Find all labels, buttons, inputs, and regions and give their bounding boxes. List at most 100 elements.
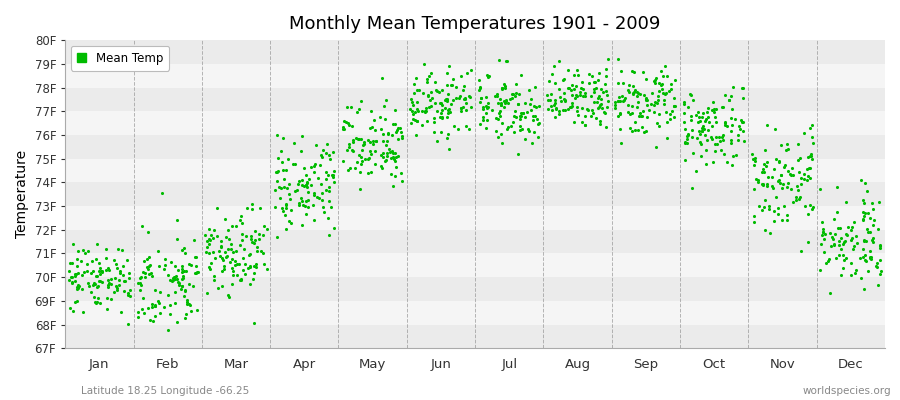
Point [735, 85, 750, 92]
Point [190, 306, 204, 313]
Point [497, 98, 511, 104]
Point [844, 234, 859, 241]
Point [310, 193, 324, 200]
Point [654, 81, 669, 88]
Point [853, 255, 868, 261]
Point [699, 147, 714, 154]
Point [70, 256, 85, 262]
Point [310, 142, 324, 149]
Point [245, 238, 259, 245]
Point [861, 209, 876, 216]
Point [421, 91, 436, 98]
Point [474, 94, 489, 101]
Point [581, 107, 596, 113]
Point [418, 108, 432, 115]
Point [276, 183, 291, 190]
Point [762, 205, 777, 212]
Point [167, 262, 182, 269]
Point [76, 247, 91, 253]
Point [130, 309, 145, 315]
Point [801, 172, 815, 179]
Point [438, 97, 453, 104]
Point [379, 156, 393, 163]
Point [230, 272, 244, 278]
Point [383, 148, 398, 155]
Point [268, 169, 283, 176]
Point [718, 122, 733, 128]
Point [597, 109, 611, 115]
Point [587, 99, 601, 106]
Point [304, 182, 319, 188]
Point [432, 88, 446, 95]
Point [680, 130, 695, 137]
Point [650, 100, 664, 106]
Point [611, 80, 625, 86]
Point [418, 105, 433, 111]
Point [813, 266, 827, 273]
Point [760, 182, 774, 189]
Point [816, 228, 831, 235]
Point [781, 180, 796, 186]
Point [435, 87, 449, 94]
Point [430, 108, 445, 114]
Point [356, 147, 370, 154]
Point [857, 212, 871, 219]
Point [351, 136, 365, 142]
Point [138, 274, 152, 280]
Point [498, 100, 512, 106]
Point [164, 258, 178, 265]
Point [645, 89, 660, 96]
Point [523, 95, 537, 102]
Point [386, 154, 400, 160]
Point [259, 226, 274, 232]
Point [84, 270, 98, 276]
Point [354, 161, 368, 167]
Point [862, 229, 877, 236]
Point [364, 169, 378, 175]
Point [409, 74, 423, 81]
Point [387, 107, 401, 113]
Point [104, 281, 118, 287]
Point [203, 237, 218, 244]
Point [249, 264, 264, 270]
Point [394, 129, 409, 135]
Point [784, 186, 798, 192]
Point [208, 254, 222, 261]
Point [353, 169, 367, 176]
Point [202, 265, 217, 272]
Point [694, 124, 708, 131]
Point [634, 124, 649, 130]
Point [215, 255, 230, 261]
Point [336, 126, 350, 132]
Point [170, 267, 184, 274]
Point [552, 111, 566, 118]
Point [93, 264, 107, 271]
Point [593, 117, 608, 124]
Point [145, 303, 159, 310]
Point [108, 275, 122, 282]
Point [695, 114, 709, 120]
Point [558, 106, 572, 113]
Point [698, 117, 712, 124]
Point [200, 290, 214, 296]
Point [232, 277, 247, 284]
Point [151, 248, 166, 254]
Point [596, 89, 610, 96]
Point [523, 101, 537, 108]
Point [648, 144, 662, 150]
Point [220, 292, 235, 298]
Point [381, 131, 395, 138]
Point [341, 167, 356, 174]
Point [88, 273, 103, 279]
Point [417, 60, 431, 67]
Point [708, 141, 723, 147]
Point [495, 85, 509, 91]
Point [302, 189, 316, 195]
Point [464, 104, 479, 110]
Point [532, 120, 546, 126]
Point [731, 132, 745, 138]
Point [238, 233, 253, 239]
Point [634, 113, 649, 119]
Point [788, 197, 803, 204]
Point [279, 167, 293, 174]
